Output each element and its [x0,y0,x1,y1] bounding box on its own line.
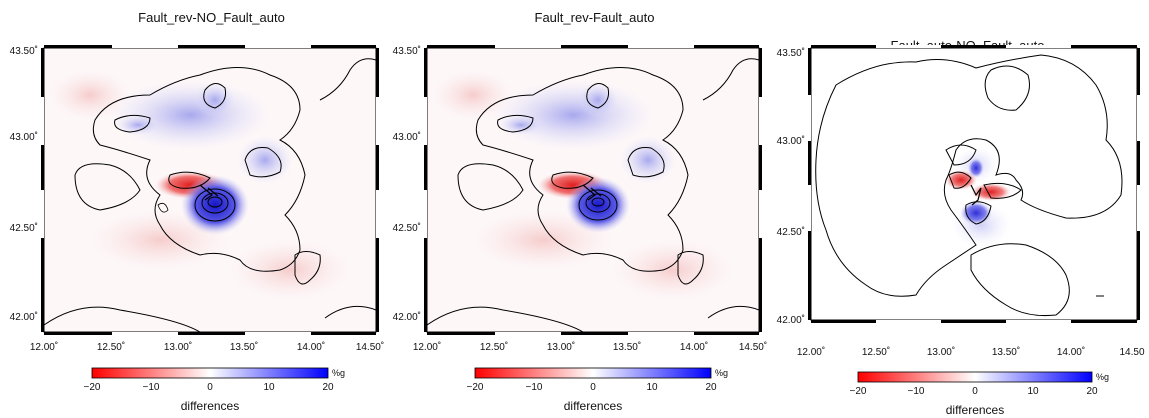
colorbar-tick: 20 [705,382,717,393]
x-tick-label: 14.00˚ [680,341,708,353]
colorbar-tick: −10 [908,386,925,397]
colorbar: −20 −10 0 10 20 %g differences [850,371,1109,417]
colorbar-tick: 20 [322,382,334,393]
colorbar-unit: %g [1096,372,1109,382]
map-panel-3: Fault_auto-NO_Fault_auto [766,0,1149,418]
map-field [44,48,376,332]
panel-title: Fault_rev-NO_Fault_auto [138,10,285,25]
colorbar-tick: 10 [263,382,275,393]
y-tick-label: 43.50˚ [393,45,421,57]
colorbar-tick: −10 [143,382,160,393]
colorbar-gradient [91,367,329,379]
colorbar-tick: −20 [850,386,867,397]
colorbar-tick: 10 [1027,386,1039,397]
colorbar-label: differences [564,399,622,413]
x-tick-label: 14.50˚ [356,341,384,353]
y-tick-label: 43.00˚ [393,131,421,143]
x-tick-label: 12.50˚ [862,346,890,358]
map-field [427,48,759,332]
colorbar-label: differences [946,403,1004,417]
colorbar-tick: 10 [646,382,658,393]
colorbar-tick: −10 [526,382,543,393]
x-tick-label: 13.00˚ [164,341,192,353]
x-tick-label: 14.00˚ [1057,346,1085,358]
colorbar-unit: %g [715,368,728,378]
x-tick-label: 12.00˚ [413,341,441,353]
colorbar-tick: 0 [972,386,978,397]
y-tick-label: 43.00˚ [10,131,38,143]
x-tick-label: 12.50˚ [97,341,125,353]
colorbar-tick: −20 [84,382,101,393]
y-tick-label: 42.00˚ [777,314,805,326]
colorbar-unit: %g [332,368,345,378]
map-frame: 43.50˚ 43.00˚ 42.50˚ 42.00˚ 12.00˚ 12.50… [777,45,1145,358]
colorbar-tick: 0 [207,382,213,393]
colorbar-gradient [474,367,712,379]
y-tick-label: 42.50˚ [777,226,805,238]
x-tick-label: 12.50˚ [480,341,508,353]
x-tick-label: 14.50˚ [739,341,767,353]
y-tick-label: 42.00˚ [393,311,421,323]
x-tick-label: 13.50˚ [230,341,258,353]
y-tick-label: 42.50˚ [393,222,421,234]
y-tick-label: 43.50˚ [10,45,38,57]
colorbar: −20 −10 0 10 20 %g differences [84,367,345,413]
x-tick-label: 12.00˚ [797,346,825,358]
colorbar: −20 −10 0 10 20 %g differences [467,367,728,413]
map-panel-1: Fault_rev-NO_Fault_auto [0,0,385,418]
map-frame: 43.50˚ 43.00˚ 42.50˚ 42.00˚ 12.00˚ 12.50… [10,45,384,353]
y-tick-label: 42.00˚ [10,311,38,323]
y-tick-label: 43.00˚ [777,135,805,147]
colorbar-tick: 20 [1086,386,1098,397]
x-tick-label: 12.00˚ [30,341,58,353]
colorbar-tick: 0 [590,382,596,393]
y-tick-label: 42.50˚ [10,222,38,234]
x-tick-label: 13.50˚ [992,346,1020,358]
x-tick-label: 13.00˚ [927,346,955,358]
x-tick-label: 13.50˚ [613,341,641,353]
map-field [811,48,1137,320]
colorbar-label: differences [181,399,239,413]
colorbar-tick: −20 [467,382,484,393]
x-tick-label: 14.50 [1119,347,1144,358]
panel-title: Fault_rev-Fault_auto [534,10,655,25]
map-frame: 43.50˚ 43.00˚ 42.50˚ 42.00˚ 12.00˚ 12.50… [393,45,767,353]
y-tick-label: 43.50˚ [777,47,805,59]
x-tick-label: 14.00˚ [297,341,325,353]
x-tick-label: 13.00˚ [547,341,575,353]
colorbar-gradient [857,371,1093,383]
map-panel-2: Fault_rev-Fault_auto [383,0,768,418]
